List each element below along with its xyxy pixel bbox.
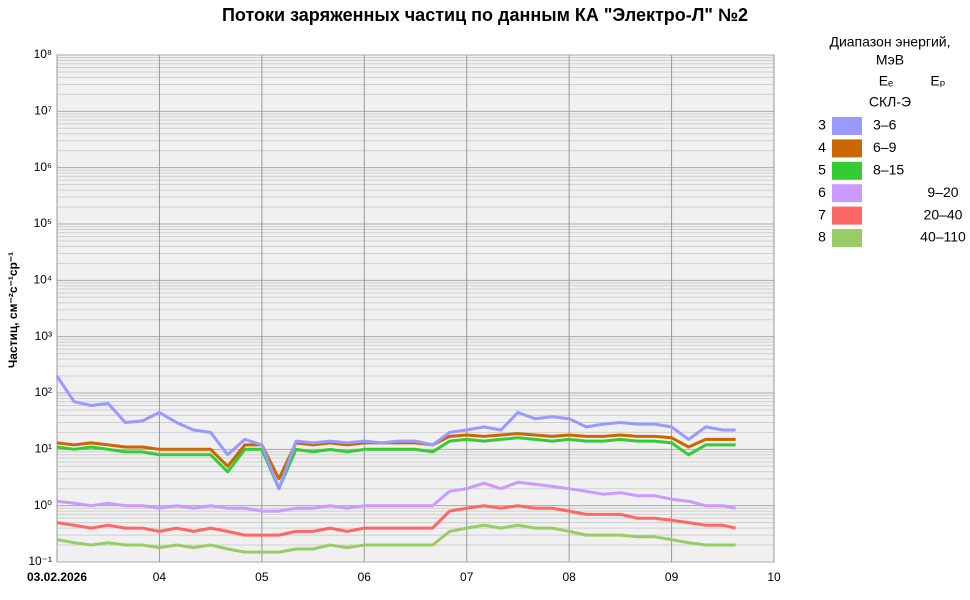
y-tick-label: 10⁵ — [34, 216, 52, 230]
legend-swatch — [832, 139, 862, 158]
legend-label: 8–15 — [873, 162, 904, 178]
legend-unit: МэВ — [876, 52, 904, 68]
plot-area — [56, 54, 775, 563]
chart-title: Потоки заряженных частиц по данным КА "Э… — [222, 5, 748, 25]
legend-label: 9–20 — [927, 184, 958, 200]
legend-label: 3–6 — [873, 117, 897, 133]
series-line — [56, 504, 736, 537]
x-tick-label: 07 — [460, 570, 474, 584]
y-tick-label: 10² — [35, 385, 52, 399]
legend-column: Eₚ — [930, 73, 945, 89]
y-tick-label: 10³ — [35, 329, 52, 343]
x-tick-label: 08 — [562, 570, 576, 584]
legend-swatch — [832, 184, 862, 203]
legend-swatch — [832, 161, 862, 180]
y-axis-label: Частиц, см⁻²с⁻¹ср⁻¹ — [6, 252, 20, 368]
legend-channel: 5 — [818, 162, 826, 178]
y-tick-label: 10⁻¹ — [28, 554, 52, 568]
legend-swatch — [832, 229, 862, 247]
legend-channel: 6 — [818, 184, 826, 200]
legend-channel: 3 — [818, 117, 826, 133]
legend-title: Диапазон энергий, — [829, 34, 950, 50]
y-tick-label: 10⁰ — [34, 498, 52, 512]
legend-channel: 4 — [818, 139, 826, 155]
legend-swatch — [832, 117, 862, 135]
x-tick-label: 04 — [153, 570, 167, 584]
y-tick-label: 10⁸ — [34, 47, 52, 61]
legend-label: 6–9 — [873, 139, 897, 155]
legend-swatch — [832, 206, 862, 225]
legend-channel: 8 — [818, 229, 826, 245]
x-tick-label: 03.02.2026 — [27, 570, 87, 584]
x-tick-label: 06 — [358, 570, 372, 584]
series-line — [56, 432, 736, 481]
y-tick-label: 10¹ — [35, 442, 52, 456]
x-tick-label: 05 — [255, 570, 269, 584]
series-line — [56, 436, 736, 491]
legend-label: 40–110 — [920, 229, 966, 245]
legend-channel: 7 — [818, 206, 826, 222]
series-line — [55, 375, 736, 491]
legend-label: 20–40 — [924, 206, 963, 222]
legend-group: СКЛ-Э — [869, 94, 911, 110]
y-tick-label: 10⁷ — [34, 104, 52, 118]
x-tick-label: 09 — [665, 570, 679, 584]
x-tick-label: 10 — [767, 570, 781, 584]
legend-column: Eₑ — [879, 73, 894, 89]
y-tick-label: 10⁴ — [33, 273, 52, 287]
series-line — [56, 480, 736, 513]
y-tick-label: 10⁶ — [34, 160, 52, 174]
series-line — [56, 523, 736, 554]
